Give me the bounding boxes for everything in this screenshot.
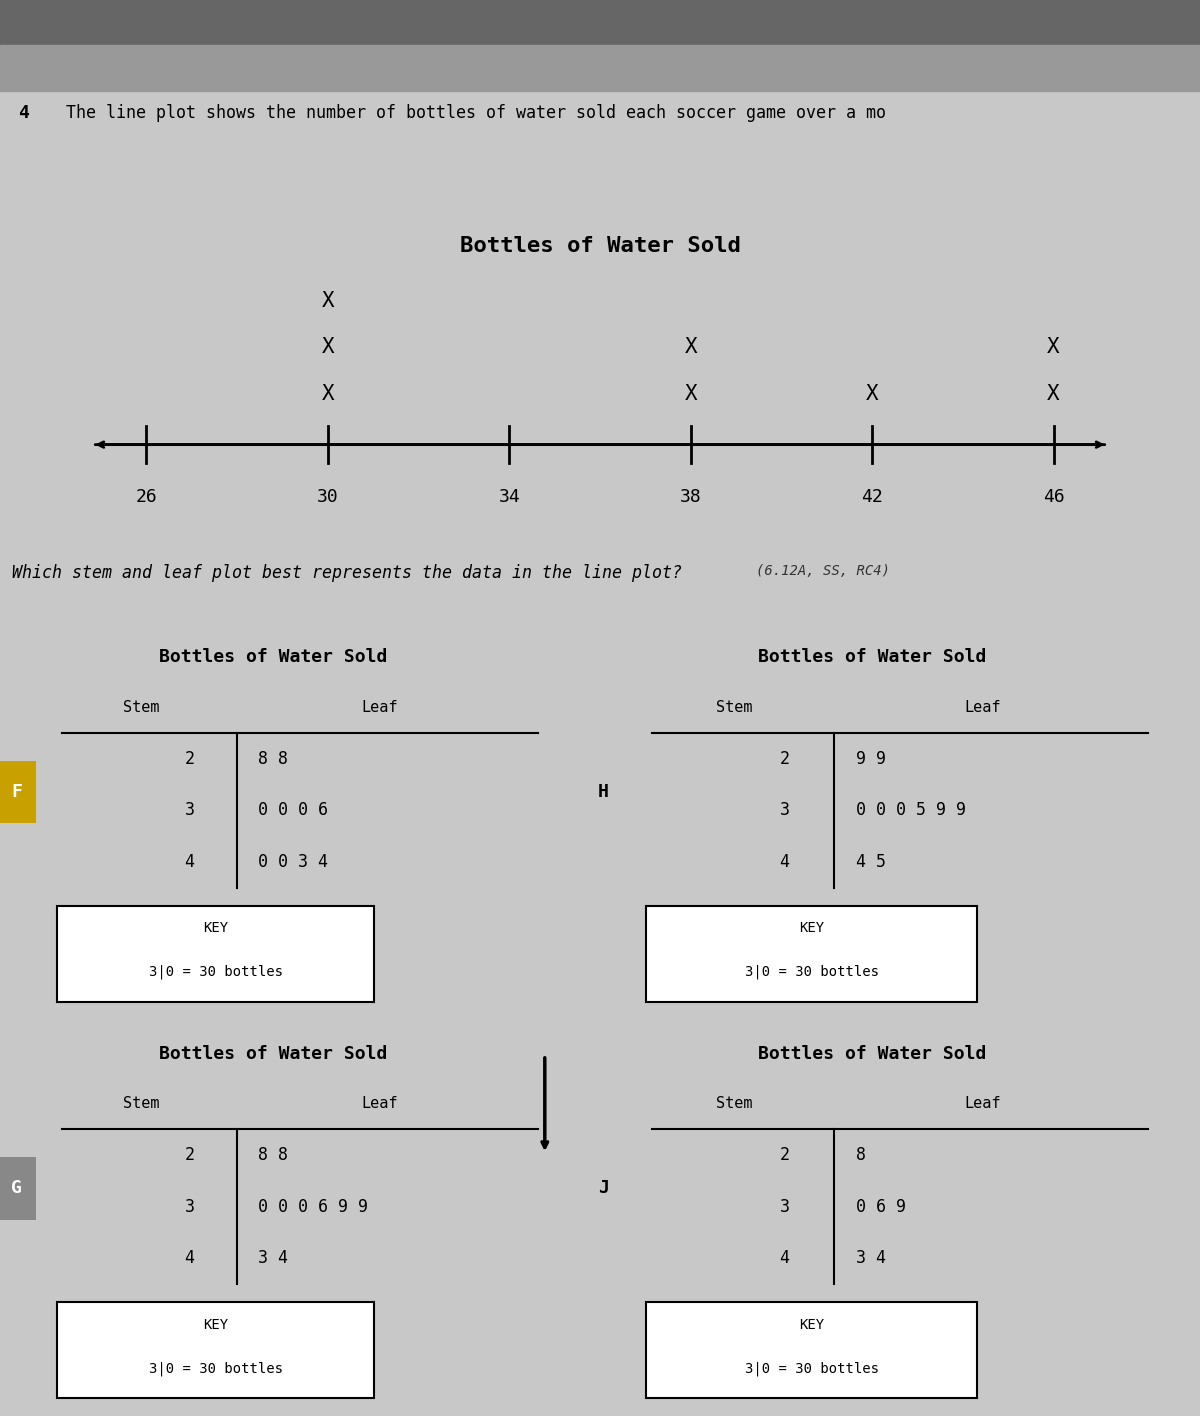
Text: 0 0 0 6: 0 0 0 6 — [258, 801, 328, 820]
Text: X: X — [1048, 337, 1060, 357]
Text: 46: 46 — [1043, 489, 1064, 507]
Text: 30: 30 — [317, 489, 338, 507]
FancyBboxPatch shape — [646, 906, 977, 1001]
Text: KEY: KEY — [799, 920, 824, 935]
Text: X: X — [322, 290, 334, 310]
Text: 0 6 9: 0 6 9 — [856, 1198, 906, 1216]
Text: X: X — [322, 384, 334, 404]
Text: Leaf: Leaf — [361, 700, 397, 715]
Text: 4 5: 4 5 — [856, 852, 886, 871]
Text: 26: 26 — [136, 489, 157, 507]
Text: 3: 3 — [185, 801, 194, 820]
Text: Which stem and leaf plot best represents the data in the line plot?: Which stem and leaf plot best represents… — [12, 564, 682, 582]
Text: Stem: Stem — [124, 700, 160, 715]
Text: X: X — [684, 384, 697, 404]
Text: 42: 42 — [862, 489, 883, 507]
Text: 2: 2 — [185, 749, 194, 767]
Text: KEY: KEY — [799, 1317, 824, 1331]
Text: Bottles of Water Sold: Bottles of Water Sold — [460, 236, 740, 256]
Text: 8: 8 — [856, 1146, 866, 1164]
Text: 0 0 3 4: 0 0 3 4 — [258, 852, 328, 871]
Text: G: G — [11, 1180, 22, 1198]
Text: H: H — [598, 783, 610, 801]
Bar — [0, 0, 1200, 45]
Text: 2: 2 — [780, 749, 790, 767]
Text: X: X — [684, 337, 697, 357]
Text: J: J — [598, 1180, 610, 1198]
Text: KEY: KEY — [203, 920, 228, 935]
Text: 0 0 0 5 9 9: 0 0 0 5 9 9 — [856, 801, 966, 820]
Text: 4: 4 — [185, 852, 194, 871]
Text: 3: 3 — [780, 1198, 790, 1216]
Text: The line plot shows the number of bottles of water sold each soccer game over a : The line plot shows the number of bottle… — [66, 105, 886, 122]
Text: F: F — [11, 783, 22, 801]
Text: 4: 4 — [780, 1249, 790, 1267]
Text: 8 8: 8 8 — [258, 749, 288, 767]
Text: 3: 3 — [780, 801, 790, 820]
Text: 3|0 = 30 bottles: 3|0 = 30 bottles — [745, 964, 878, 980]
Text: Stem: Stem — [716, 700, 752, 715]
FancyBboxPatch shape — [58, 906, 374, 1001]
FancyBboxPatch shape — [58, 1303, 374, 1398]
Text: 4: 4 — [18, 105, 29, 122]
Text: Bottles of Water Sold: Bottles of Water Sold — [160, 649, 388, 667]
Text: X: X — [322, 337, 334, 357]
Text: 3|0 = 30 bottles: 3|0 = 30 bottles — [149, 964, 282, 980]
Text: Leaf: Leaf — [965, 1096, 1001, 1112]
Text: (6.12A, SS, RC4): (6.12A, SS, RC4) — [756, 564, 890, 578]
Text: 2: 2 — [185, 1146, 194, 1164]
Text: 2: 2 — [780, 1146, 790, 1164]
FancyBboxPatch shape — [0, 760, 36, 823]
Text: 8 8: 8 8 — [258, 1146, 288, 1164]
Text: 3|0 = 30 bottles: 3|0 = 30 bottles — [149, 1361, 282, 1376]
FancyBboxPatch shape — [646, 1303, 977, 1398]
Text: 38: 38 — [680, 489, 702, 507]
Text: Bottles of Water Sold: Bottles of Water Sold — [758, 1045, 986, 1063]
Text: X: X — [1048, 384, 1060, 404]
Text: Stem: Stem — [124, 1096, 160, 1112]
Text: Stem: Stem — [716, 1096, 752, 1112]
Bar — [0, 45, 1200, 91]
Text: Bottles of Water Sold: Bottles of Water Sold — [160, 1045, 388, 1063]
Text: Leaf: Leaf — [965, 700, 1001, 715]
Text: 3: 3 — [185, 1198, 194, 1216]
Text: 4: 4 — [185, 1249, 194, 1267]
Text: 3 4: 3 4 — [258, 1249, 288, 1267]
Text: KEY: KEY — [203, 1317, 228, 1331]
Text: 4: 4 — [780, 852, 790, 871]
Text: 3 4: 3 4 — [856, 1249, 886, 1267]
Text: 0 0 0 6 9 9: 0 0 0 6 9 9 — [258, 1198, 367, 1216]
Text: 34: 34 — [498, 489, 520, 507]
Text: Bottles of Water Sold: Bottles of Water Sold — [758, 649, 986, 667]
Text: Leaf: Leaf — [361, 1096, 397, 1112]
Text: 3|0 = 30 bottles: 3|0 = 30 bottles — [745, 1361, 878, 1376]
Text: 9 9: 9 9 — [856, 749, 886, 767]
Text: X: X — [866, 384, 878, 404]
FancyBboxPatch shape — [0, 1157, 36, 1219]
